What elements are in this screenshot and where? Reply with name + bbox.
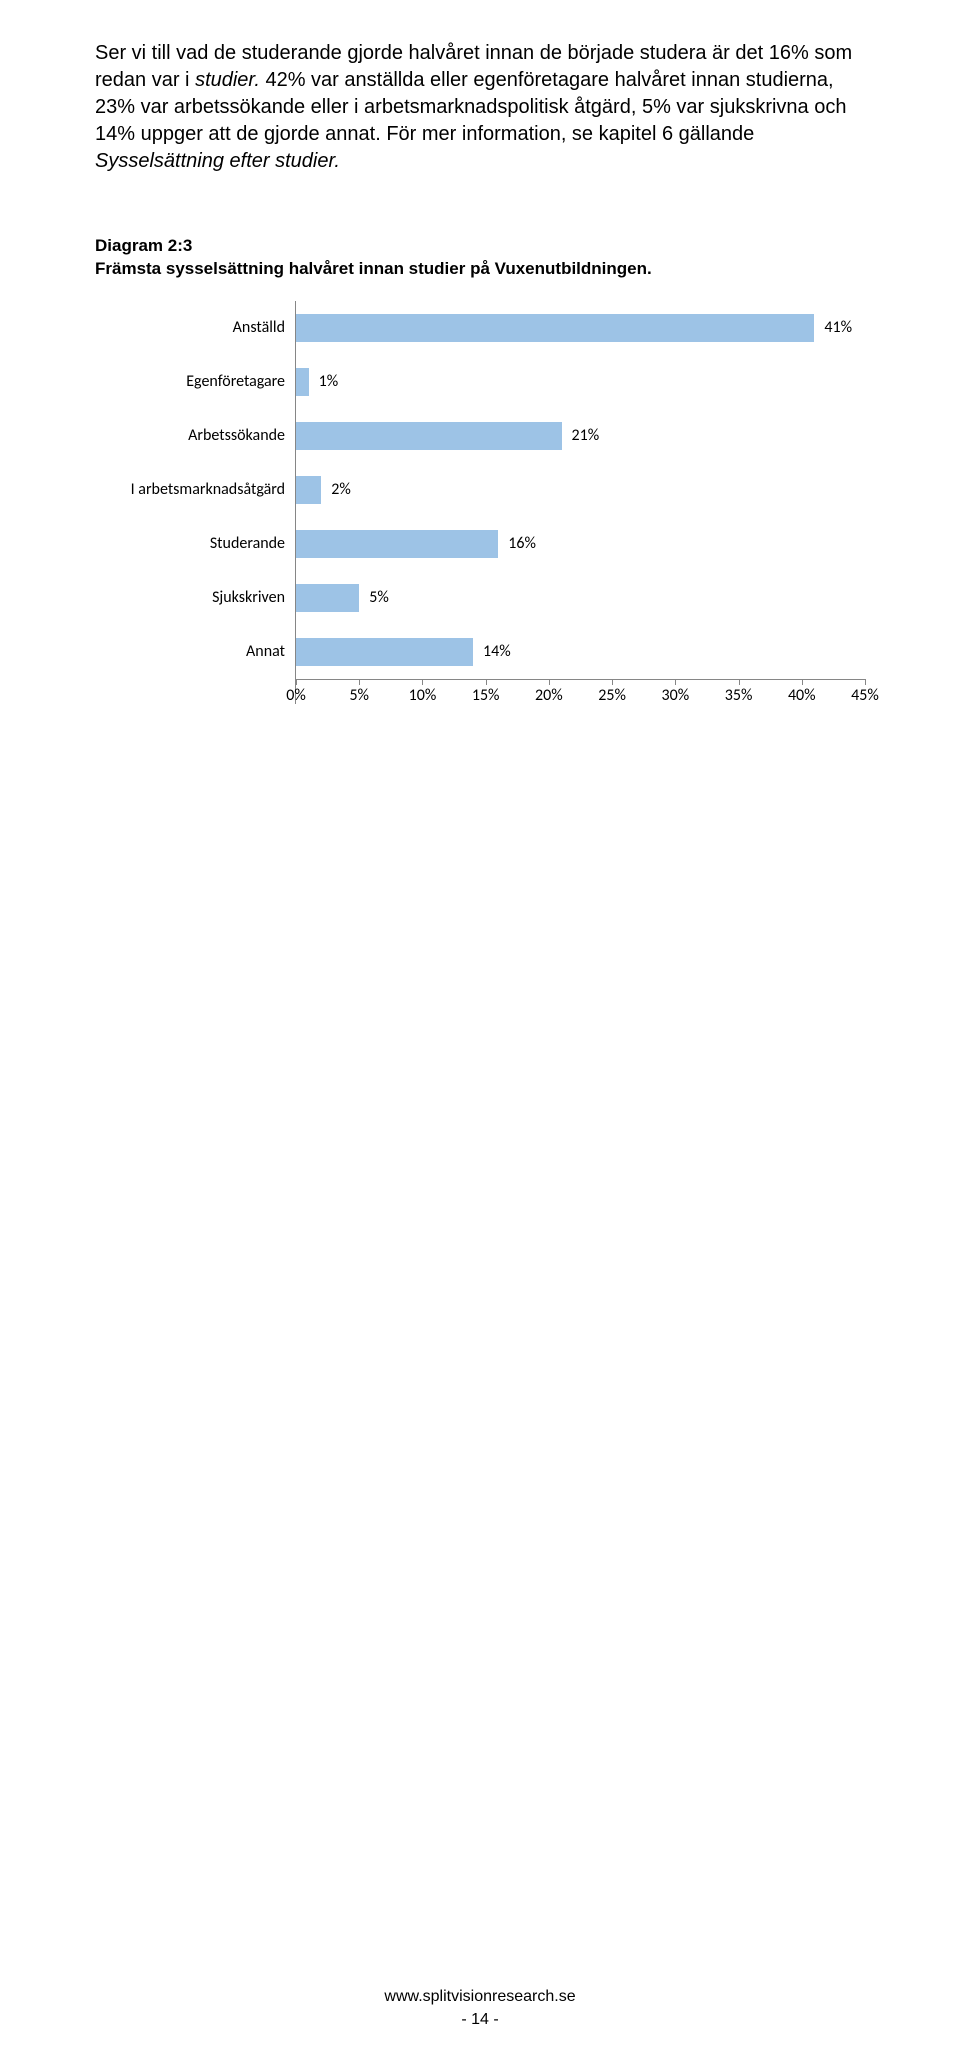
chart-bar: [296, 476, 321, 504]
body-paragraph: Ser vi till vad de studerande gjorde hal…: [95, 40, 865, 175]
chart-body: AnställdEgenföretagareArbetssökandeI arb…: [95, 301, 865, 704]
chart-bar-value-label: 5%: [369, 588, 389, 607]
chart-x-tick-label: 15%: [472, 686, 500, 705]
chart-x-tick-label: 40%: [788, 686, 816, 705]
chart-category-label: Egenföretagare: [95, 355, 295, 409]
body-text-italic-1: studier.: [195, 69, 260, 91]
chart-bar-value-label: 2%: [331, 480, 351, 499]
chart-x-tick-label: 30%: [662, 686, 690, 705]
chart-bar: [296, 638, 473, 666]
chart-bar-value-label: 14%: [483, 642, 511, 661]
footer-url: www.splitvisionresearch.se: [0, 1986, 960, 2008]
chart-x-tick-label: 5%: [349, 686, 369, 705]
chart-category-label: Anställd: [95, 301, 295, 355]
chart-category-label: Arbetssökande: [95, 409, 295, 463]
chart-bar-row: 1%: [296, 355, 865, 409]
page-footer: www.splitvisionresearch.se - 14 -: [0, 1986, 960, 2031]
chart-x-tick: [865, 679, 866, 685]
chart-bar: [296, 584, 359, 612]
diagram-title: Främsta sysselsättning halvåret innan st…: [95, 259, 652, 278]
chart-bar-value-label: 1%: [319, 372, 339, 391]
chart-bar-value-label: 16%: [508, 534, 536, 553]
footer-page-number: - 14 -: [0, 2009, 960, 2031]
chart-bar-value-label: 21%: [572, 426, 600, 445]
chart-category-label: Studerande: [95, 517, 295, 571]
chart-plot-area: 41% 1% 21% 2% 16% 5% 14%: [296, 301, 865, 680]
body-text-italic-2: Sysselsättning efter studier.: [95, 150, 340, 172]
chart-category-label: I arbetsmarknadsåtgärd: [95, 463, 295, 517]
chart-bar: [296, 314, 814, 342]
chart-bar-row: 21%: [296, 409, 865, 463]
chart-bar-row: 16%: [296, 517, 865, 571]
chart-bar-value-label: 41%: [824, 318, 852, 337]
diagram-caption: Diagram 2:3 Främsta sysselsättning halvå…: [95, 235, 865, 281]
chart-category-label: Annat: [95, 625, 295, 679]
chart-x-axis: 0%5%10%15%20%25%30%35%40%45%: [296, 680, 865, 704]
chart-bar-row: 2%: [296, 463, 865, 517]
chart-bar: [296, 368, 309, 396]
chart-bar-row: 14%: [296, 625, 865, 679]
chart-x-tick-label: 20%: [535, 686, 563, 705]
chart-category-axis: AnställdEgenföretagareArbetssökandeI arb…: [95, 301, 296, 704]
chart-x-tick-label: 45%: [851, 686, 879, 705]
page: Ser vi till vad de studerande gjorde hal…: [0, 0, 960, 2061]
chart-category-label: Sjukskriven: [95, 571, 295, 625]
diagram-number: Diagram 2:3: [95, 236, 192, 255]
chart-bar-row: 41%: [296, 301, 865, 355]
chart-plot-column: 41%1%21%2%16%5%14% 0%5%10%15%20%25%30%35…: [296, 301, 865, 704]
chart: AnställdEgenföretagareArbetssökandeI arb…: [95, 301, 865, 704]
chart-x-tick-label: 35%: [725, 686, 753, 705]
chart-bar-row: 5%: [296, 571, 865, 625]
chart-bar: [296, 530, 498, 558]
chart-bar: [296, 422, 562, 450]
chart-x-tick-label: 25%: [598, 686, 626, 705]
chart-x-tick-label: 10%: [409, 686, 437, 705]
chart-x-tick-label: 0%: [286, 686, 306, 705]
